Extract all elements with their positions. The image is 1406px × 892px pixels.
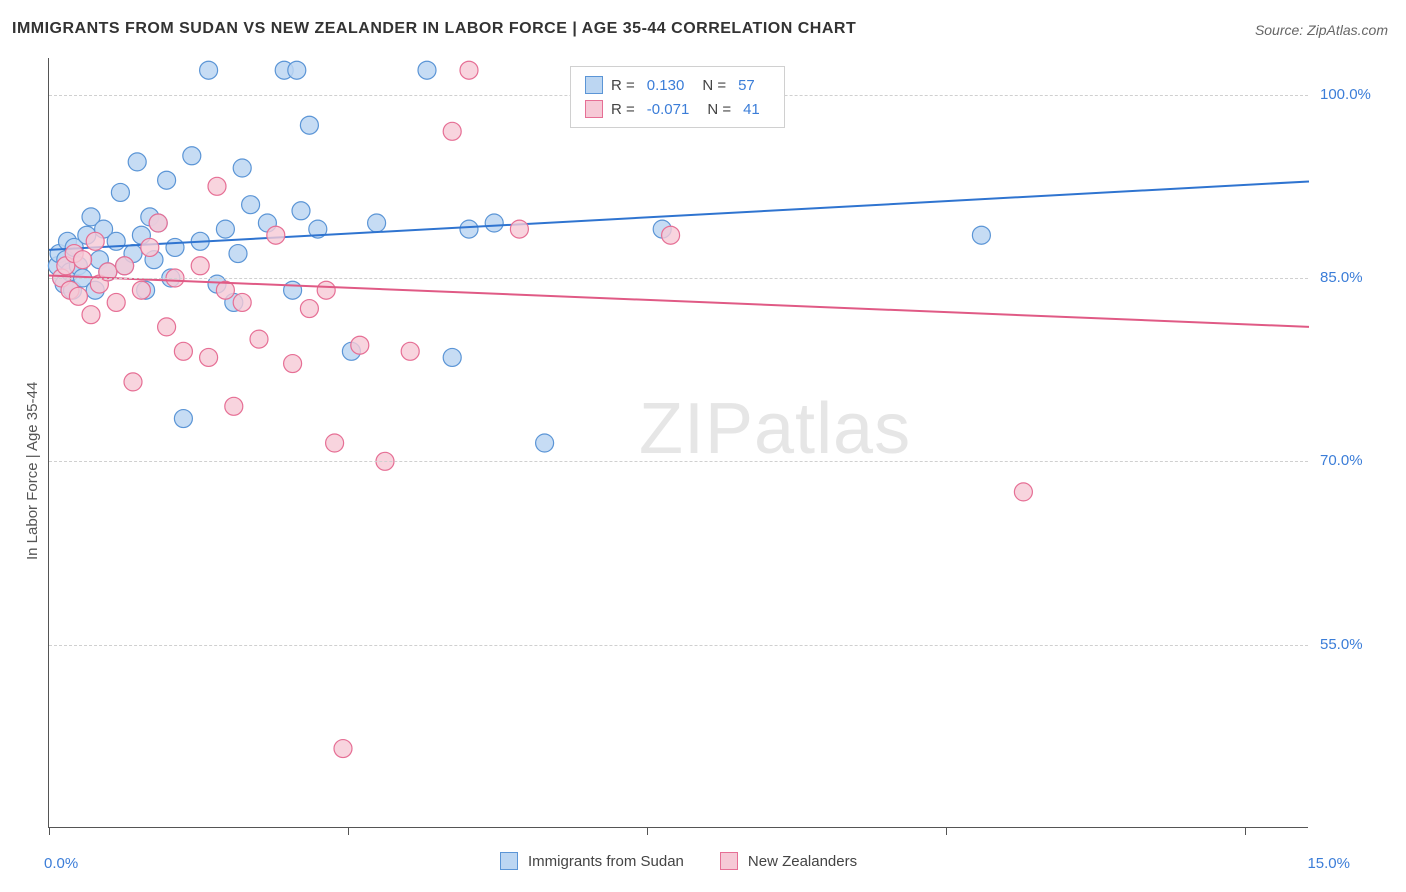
legend-n-value: 57 xyxy=(738,77,755,94)
plot-area: ZIPatlas xyxy=(48,58,1308,828)
data-point-sudan xyxy=(292,202,310,220)
data-point-nz xyxy=(124,373,142,391)
data-point-nz xyxy=(141,238,159,256)
x-tick-mark xyxy=(946,827,947,835)
data-point-nz xyxy=(158,318,176,336)
data-point-nz xyxy=(107,293,125,311)
data-point-sudan xyxy=(174,410,192,428)
data-point-nz xyxy=(191,257,209,275)
grid-line xyxy=(49,461,1308,462)
data-point-nz xyxy=(132,281,150,299)
data-point-sudan xyxy=(111,183,129,201)
plot-svg xyxy=(49,58,1309,828)
data-point-nz xyxy=(69,287,87,305)
data-point-sudan xyxy=(183,147,201,165)
x-tick-label-start: 0.0% xyxy=(44,855,78,872)
data-point-sudan xyxy=(200,61,218,79)
legend-n-value: 41 xyxy=(743,101,760,118)
data-point-sudan xyxy=(107,232,125,250)
data-point-sudan xyxy=(418,61,436,79)
legend-item-label: New Zealanders xyxy=(748,853,857,870)
data-point-sudan xyxy=(300,116,318,134)
data-point-sudan xyxy=(229,245,247,263)
y-tick-label: 70.0% xyxy=(1320,452,1363,469)
data-point-nz xyxy=(510,220,528,238)
y-axis-label: In Labor Force | Age 35-44 xyxy=(24,382,41,560)
legend-row-sudan: R = 0.130 N = 57 xyxy=(585,73,770,97)
data-point-sudan xyxy=(158,171,176,189)
data-point-nz xyxy=(86,232,104,250)
data-point-nz xyxy=(233,293,251,311)
data-point-nz xyxy=(1014,483,1032,501)
data-point-sudan xyxy=(972,226,990,244)
data-point-nz xyxy=(317,281,335,299)
legend-n-label: N = xyxy=(707,101,731,118)
legend-r-value: 0.130 xyxy=(647,77,685,94)
y-tick-label: 100.0% xyxy=(1320,86,1371,103)
data-point-nz xyxy=(334,740,352,758)
data-point-sudan xyxy=(288,61,306,79)
data-point-sudan xyxy=(460,220,478,238)
x-tick-mark xyxy=(49,827,50,835)
correlation-legend: R = 0.130 N = 57 R = -0.071 N = 41 xyxy=(570,66,785,128)
data-point-nz xyxy=(149,214,167,232)
data-point-nz xyxy=(460,61,478,79)
legend-swatch xyxy=(500,852,518,870)
data-point-sudan xyxy=(284,281,302,299)
data-point-sudan xyxy=(166,238,184,256)
data-point-sudan xyxy=(233,159,251,177)
legend-item-label: Immigrants from Sudan xyxy=(528,853,684,870)
data-point-nz xyxy=(662,226,680,244)
data-point-nz xyxy=(401,342,419,360)
chart-title: IMMIGRANTS FROM SUDAN VS NEW ZEALANDER I… xyxy=(12,20,856,38)
legend-swatch xyxy=(585,76,603,94)
x-tick-mark xyxy=(348,827,349,835)
legend-n-label: N = xyxy=(702,77,726,94)
data-point-sudan xyxy=(485,214,503,232)
data-point-nz xyxy=(300,300,318,318)
legend-swatch xyxy=(720,852,738,870)
data-point-nz xyxy=(443,122,461,140)
data-point-nz xyxy=(250,330,268,348)
y-tick-label: 55.0% xyxy=(1320,636,1363,653)
x-tick-label-end: 15.0% xyxy=(1307,855,1350,872)
data-point-nz xyxy=(200,348,218,366)
legend-row-nz: R = -0.071 N = 41 xyxy=(585,97,770,121)
data-point-sudan xyxy=(216,220,234,238)
legend-r-label: R = xyxy=(611,77,635,94)
data-point-nz xyxy=(74,251,92,269)
data-point-nz xyxy=(208,177,226,195)
legend-r-value: -0.071 xyxy=(647,101,690,118)
data-point-nz xyxy=(82,306,100,324)
data-point-nz xyxy=(174,342,192,360)
source-label: Source: ZipAtlas.com xyxy=(1255,22,1388,38)
x-tick-mark xyxy=(647,827,648,835)
data-point-nz xyxy=(284,355,302,373)
data-point-nz xyxy=(116,257,134,275)
data-point-sudan xyxy=(242,196,260,214)
legend-swatch xyxy=(585,100,603,118)
data-point-nz xyxy=(267,226,285,244)
grid-line xyxy=(49,645,1308,646)
data-point-sudan xyxy=(368,214,386,232)
legend-item-sudan: Immigrants from Sudan xyxy=(500,852,684,870)
x-tick-mark xyxy=(1245,827,1246,835)
data-point-nz xyxy=(326,434,344,452)
data-point-sudan xyxy=(128,153,146,171)
data-point-sudan xyxy=(443,348,461,366)
legend-item-nz: New Zealanders xyxy=(720,852,857,870)
series-legend: Immigrants from Sudan New Zealanders xyxy=(500,852,857,870)
data-point-nz xyxy=(225,397,243,415)
data-point-sudan xyxy=(536,434,554,452)
data-point-nz xyxy=(351,336,369,354)
y-tick-label: 85.0% xyxy=(1320,269,1363,286)
grid-line xyxy=(49,278,1308,279)
legend-r-label: R = xyxy=(611,101,635,118)
